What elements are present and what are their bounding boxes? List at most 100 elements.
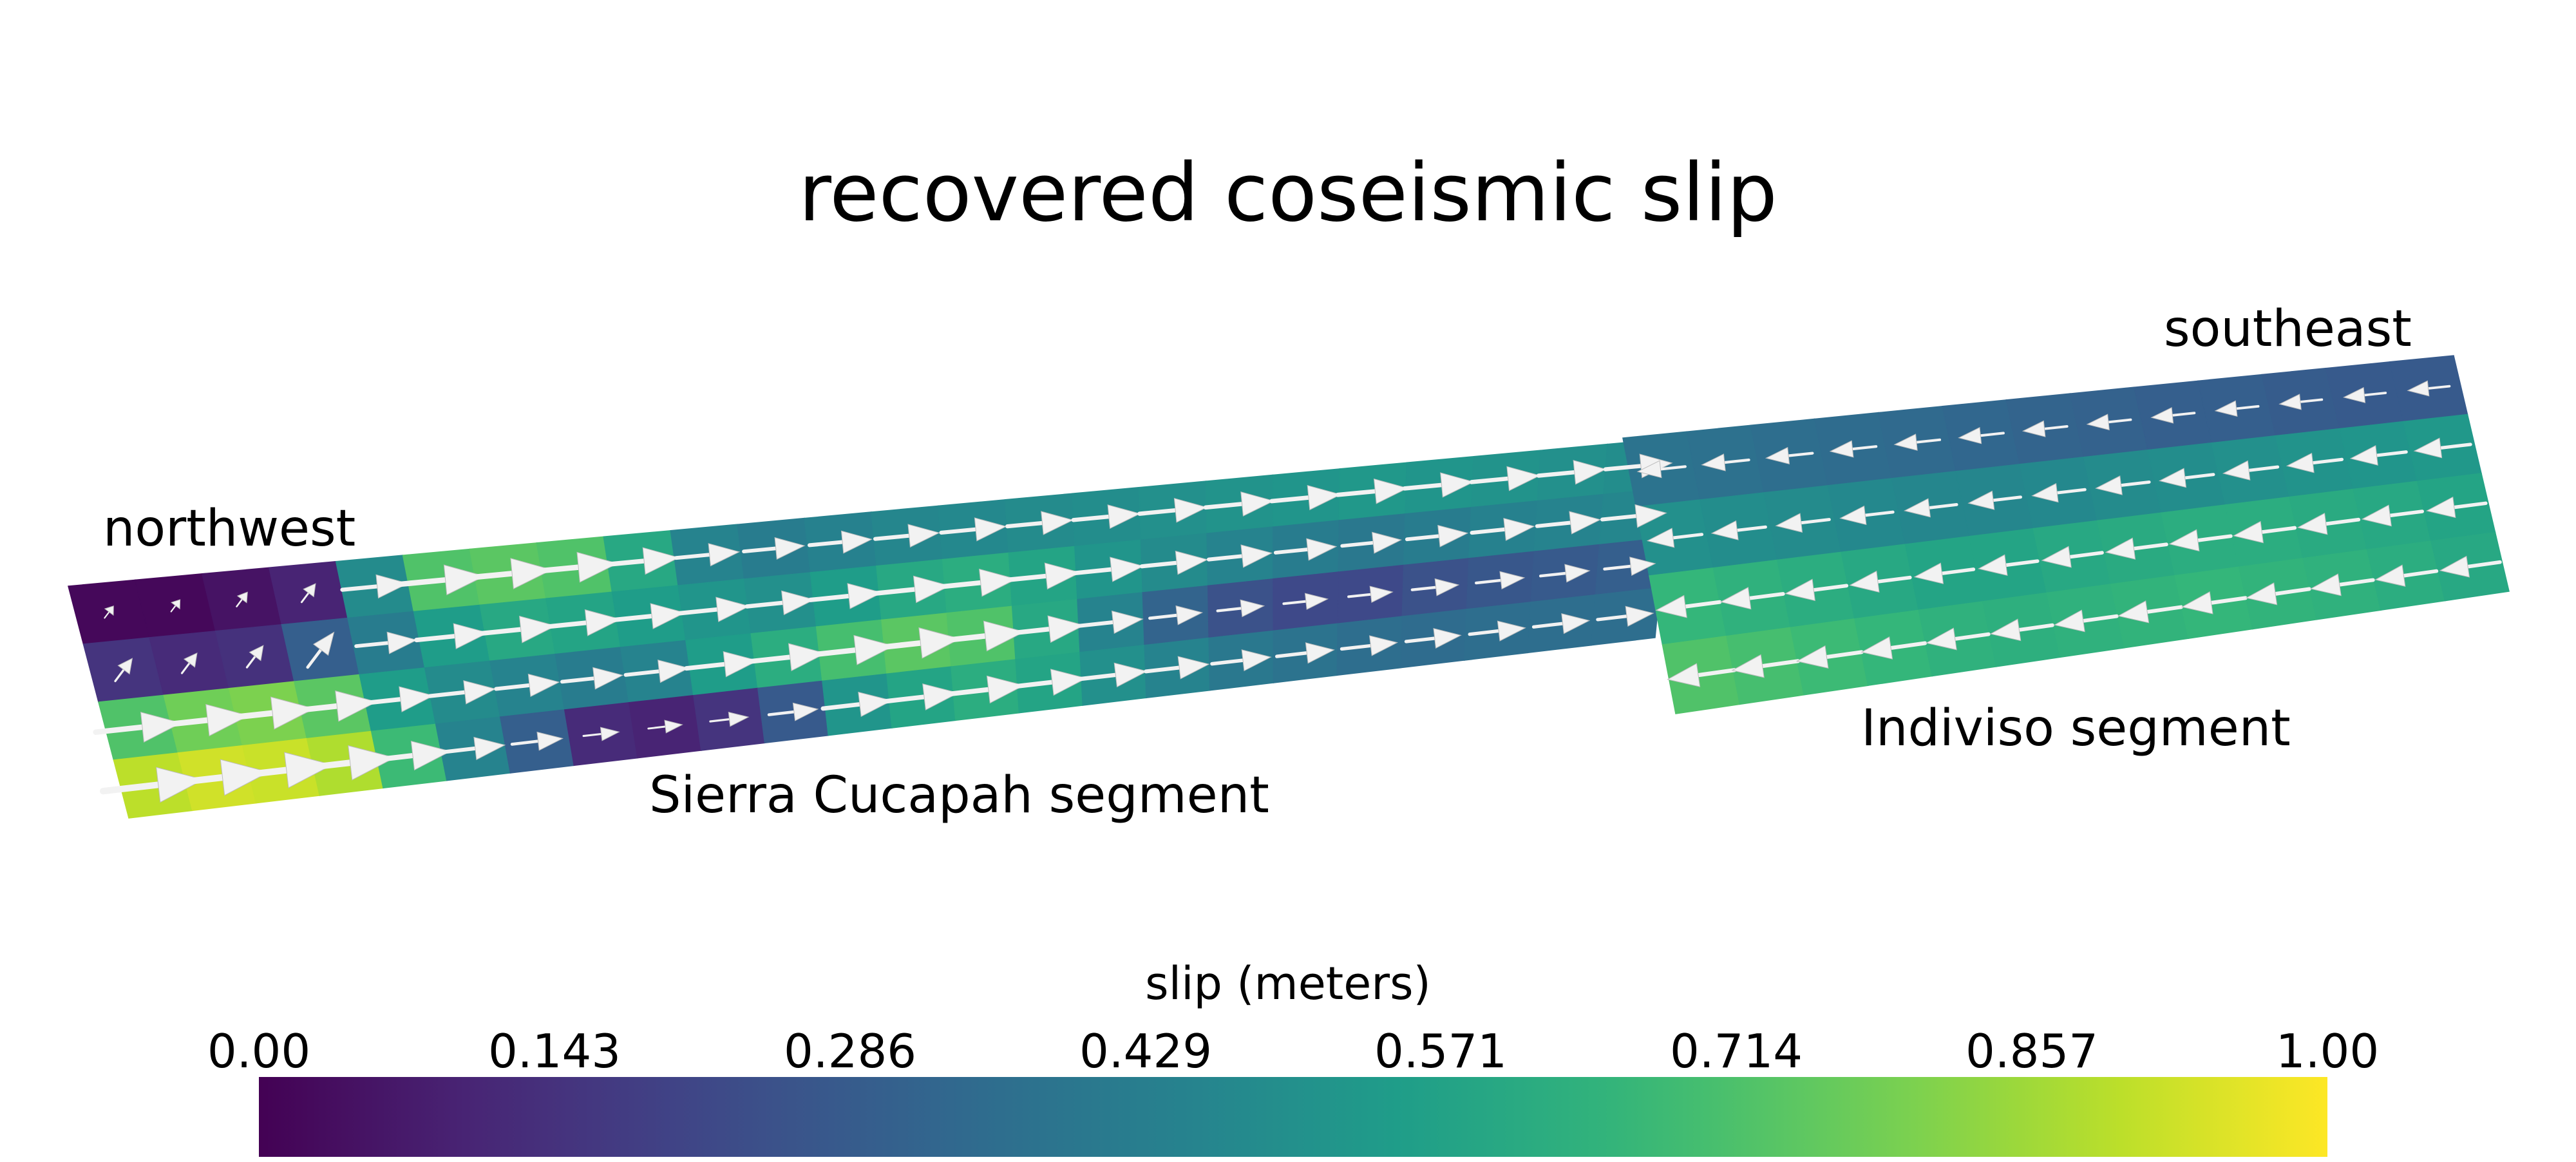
slip-arrow [2342, 386, 2387, 403]
slip-arrow [440, 736, 506, 761]
slip-arrow [744, 590, 815, 616]
slip-arrow [494, 673, 560, 698]
slip-arrow [560, 667, 624, 690]
slip-arrow [2439, 555, 2502, 578]
slip-arrow [340, 574, 409, 599]
slip-arrow [709, 712, 750, 727]
slip-arrow [1077, 662, 1148, 688]
slip-arrow [1410, 578, 1460, 596]
slip-arrow [1072, 557, 1144, 582]
slip-arrow [365, 741, 451, 771]
slip-arrow [170, 599, 181, 613]
slip-arrow [306, 631, 335, 669]
slip-arrow [1468, 620, 1526, 642]
slip-arrow [1958, 426, 2005, 444]
slip-arrow [936, 620, 1025, 652]
slip-arrow [601, 547, 680, 575]
slip-arrow [1269, 484, 1342, 511]
slip-arrow [2158, 468, 2215, 488]
slip-arrow [1667, 663, 1737, 687]
slip-arrow [1710, 520, 1767, 540]
slip-arrow [2181, 591, 2248, 614]
slip-arrow [1967, 490, 2023, 510]
slip-arrow [1784, 578, 1849, 602]
slip-arrow [1839, 505, 1895, 526]
slip-arrow [2150, 407, 2196, 424]
colorbar-label: slip (meters) [1145, 957, 1431, 1010]
slip-arrow [678, 596, 750, 622]
slip-arrow [1006, 615, 1085, 643]
slip-arrow [1731, 654, 1801, 678]
sierra-cucapah-segment-label: Sierra Cucapah segment [649, 767, 1269, 824]
slip-arrow [939, 517, 1007, 542]
slip-arrow [2041, 546, 2104, 568]
slip-arrow [1701, 453, 1750, 471]
slip-arrow [2407, 380, 2451, 397]
slip-arrow [944, 675, 1025, 704]
slip-arrow [1913, 562, 1976, 584]
indiviso-segment-label: Indiviso segment [1861, 700, 2291, 757]
slip-arrow [2297, 513, 2361, 535]
slip-arrow [871, 575, 951, 604]
slip-arrow [582, 727, 620, 741]
slip-arrow [1469, 466, 1541, 491]
slip-arrow [742, 537, 806, 560]
slip-arrow [623, 660, 690, 683]
slip-arrow [1405, 524, 1469, 548]
slip-arrow [1005, 511, 1074, 535]
slip-arrow [1144, 656, 1210, 680]
slip-arrow [1137, 498, 1208, 523]
slip-arrow [1829, 440, 1878, 458]
slip-arrow [1010, 669, 1088, 696]
slip-arrow [2374, 564, 2439, 587]
slip-arrow [1603, 557, 1656, 576]
slip-arrow [1071, 504, 1141, 529]
slip-arrow [1531, 613, 1591, 634]
slip-arrow [544, 609, 621, 636]
slip-arrow [820, 691, 893, 718]
slip-arrow [674, 543, 741, 567]
colorbar-tick: 0.143 [488, 1024, 621, 1078]
slip-arrow [510, 731, 564, 751]
slip-arrow [1989, 618, 2054, 642]
slip-arrow [2168, 529, 2233, 552]
slip-arrow [1347, 586, 1394, 603]
slip-arrow [1536, 460, 1607, 485]
slip-arrow [2232, 520, 2297, 544]
slip-arrow [684, 651, 759, 678]
slip-arrow [611, 603, 686, 629]
slip-arrow [1273, 538, 1338, 561]
slip-arrow [767, 702, 819, 721]
colorbar-tick: 0.286 [783, 1024, 917, 1078]
slip-arrow [1795, 645, 1864, 669]
slip-arrow [428, 680, 497, 705]
slip-arrow [1893, 433, 1942, 451]
slip-arrow [2053, 609, 2119, 633]
colorbar-tick: 0.714 [1669, 1024, 1803, 1078]
slip-arrow [1340, 635, 1399, 656]
slip-arrow [1977, 554, 2040, 576]
slip-arrow [2309, 573, 2375, 596]
slip-vector-arrows [93, 380, 2502, 803]
slip-arrow [1655, 595, 1722, 618]
slip-arrow [1636, 460, 1687, 479]
slip-arrow [2278, 394, 2324, 410]
slip-arrow [180, 652, 198, 674]
slip-arrow [746, 643, 827, 672]
slip-arrow [1148, 605, 1204, 625]
slip-arrow [1274, 642, 1335, 664]
slip-arrow [1210, 649, 1272, 672]
figure-title: recovered coseismic slip [799, 147, 1777, 240]
slip-arrow [236, 591, 248, 607]
slip-arrow [1775, 513, 1831, 533]
slip-arrow [2425, 496, 2488, 519]
slip-arrow [2361, 504, 2424, 527]
colorbar-tick: 0.429 [1079, 1024, 1213, 1078]
slip-arrow [1335, 478, 1409, 504]
northwest-label: northwest [103, 500, 356, 558]
slip-arrow [300, 583, 316, 604]
colorbar-tick: 0.00 [207, 1024, 311, 1078]
slip-arrow [1340, 531, 1403, 554]
slip-arrow [2117, 600, 2183, 624]
slip-arrow [1077, 610, 1144, 634]
